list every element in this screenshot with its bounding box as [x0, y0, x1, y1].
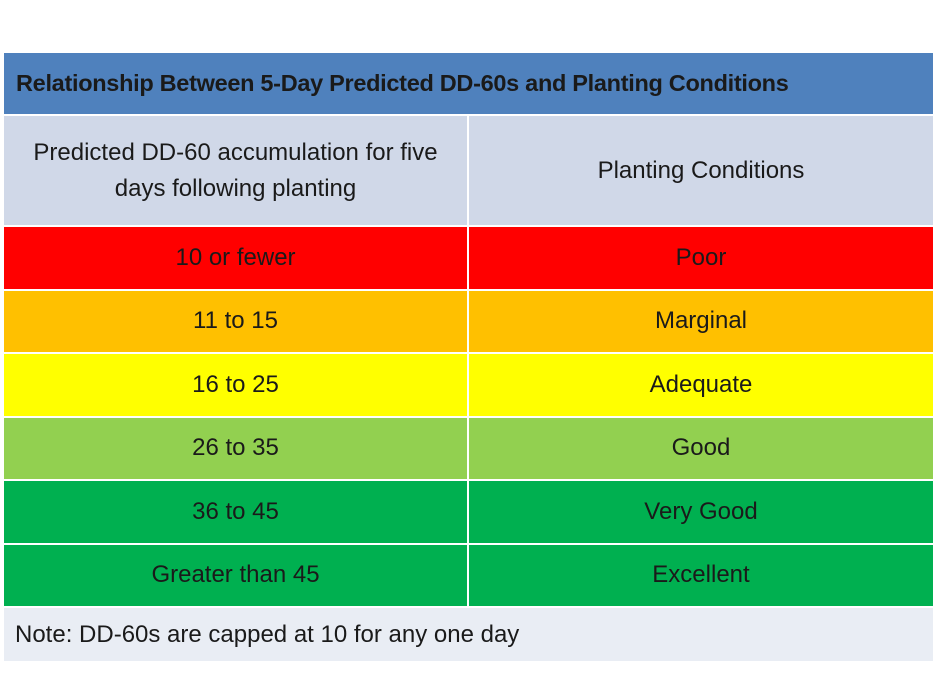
table-row: 11 to 15 Marginal — [4, 290, 933, 354]
table-row: 16 to 25 Adequate — [4, 354, 933, 418]
table-note-row: Note: DD-60s are capped at 10 for any on… — [4, 608, 933, 661]
table-row: 10 or fewer Poor — [4, 227, 933, 291]
range-cell: 16 to 25 — [4, 354, 469, 416]
range-cell: 11 to 15 — [4, 290, 469, 352]
table-header-row: Predicted DD-60 accumulation for five da… — [4, 116, 933, 227]
table-title-row: Relationship Between 5-Day Predicted DD-… — [4, 53, 933, 116]
condition-cell: Marginal — [654, 307, 748, 335]
table-note: Note: DD-60s are capped at 10 for any on… — [15, 620, 520, 648]
header-planting-conditions: Planting Conditions — [597, 156, 805, 184]
range-cell: 26 to 35 — [4, 417, 469, 479]
table-row: 36 to 45 Very Good — [4, 481, 933, 545]
condition-cell: Good — [671, 434, 731, 462]
condition-cell: Very Good — [644, 497, 758, 525]
condition-cell: Poor — [675, 243, 727, 271]
table-row: 26 to 35 Good — [4, 417, 933, 481]
table-title: Relationship Between 5-Day Predicted DD-… — [16, 70, 789, 96]
planting-conditions-table: Relationship Between 5-Day Predicted DD-… — [4, 53, 933, 661]
header-dd60-accumulation: Predicted DD-60 accumulation for five da… — [4, 116, 469, 225]
range-cell: Greater than 45 — [4, 544, 469, 606]
range-cell: 10 or fewer — [4, 227, 469, 289]
table-row: Greater than 45 Excellent — [4, 544, 933, 608]
condition-cell: Excellent — [652, 561, 750, 589]
range-cell: 36 to 45 — [4, 481, 469, 543]
condition-cell: Adequate — [649, 370, 753, 398]
